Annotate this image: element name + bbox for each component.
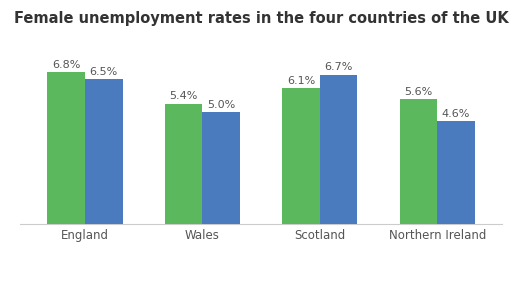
- Text: 6.5%: 6.5%: [90, 67, 118, 77]
- Text: 5.6%: 5.6%: [404, 87, 433, 97]
- Text: 5.0%: 5.0%: [207, 100, 236, 110]
- Legend: 2013, 2014: 2013, 2014: [201, 283, 322, 287]
- Bar: [48, 72, 85, 224]
- Bar: [282, 88, 320, 224]
- Bar: [437, 121, 475, 224]
- Text: 6.1%: 6.1%: [287, 76, 315, 86]
- Text: 5.4%: 5.4%: [169, 91, 198, 101]
- Text: 4.6%: 4.6%: [442, 109, 470, 119]
- Bar: [202, 113, 240, 224]
- Bar: [320, 75, 357, 224]
- Text: 6.8%: 6.8%: [52, 60, 80, 70]
- Bar: [400, 99, 437, 224]
- Text: 6.7%: 6.7%: [325, 62, 353, 72]
- Bar: [85, 79, 122, 224]
- Bar: [165, 104, 202, 224]
- Title: Female unemployment rates in the four countries of the UK: Female unemployment rates in the four co…: [14, 11, 508, 26]
